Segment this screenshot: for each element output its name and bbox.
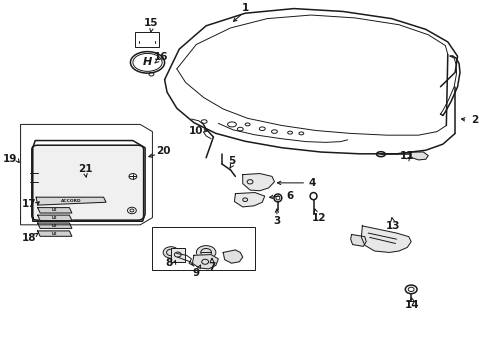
Bar [152, 227, 255, 270]
Ellipse shape [163, 247, 179, 258]
Ellipse shape [376, 152, 385, 157]
Text: 20: 20 [156, 145, 171, 156]
Bar [135, 32, 159, 47]
Text: 10: 10 [189, 126, 204, 135]
Text: 9: 9 [193, 267, 200, 278]
Text: 15: 15 [144, 18, 159, 28]
Polygon shape [243, 174, 274, 191]
Text: 19: 19 [2, 154, 17, 164]
Text: 2: 2 [471, 115, 478, 125]
Bar [171, 248, 185, 262]
Text: LX: LX [52, 216, 57, 220]
Text: 11: 11 [400, 150, 415, 161]
Polygon shape [38, 208, 72, 213]
Text: 1: 1 [242, 3, 249, 13]
Polygon shape [38, 231, 72, 236]
Text: 16: 16 [154, 52, 169, 62]
Polygon shape [193, 255, 219, 269]
Text: LX: LX [52, 231, 57, 235]
Text: LX: LX [52, 208, 57, 212]
Text: 12: 12 [312, 213, 327, 222]
Polygon shape [411, 152, 428, 160]
Text: ACCORD: ACCORD [61, 199, 81, 203]
Text: 5: 5 [228, 156, 235, 166]
Text: 14: 14 [405, 300, 419, 310]
FancyBboxPatch shape [32, 145, 144, 220]
Polygon shape [362, 226, 411, 252]
Polygon shape [223, 250, 243, 263]
Text: 3: 3 [273, 216, 281, 226]
Text: LX: LX [52, 224, 57, 228]
Polygon shape [38, 223, 72, 228]
Text: 4: 4 [309, 178, 316, 188]
Polygon shape [234, 193, 265, 207]
Polygon shape [351, 234, 366, 246]
Text: 6: 6 [287, 191, 294, 201]
Text: H: H [143, 57, 152, 67]
Text: 18: 18 [22, 233, 37, 243]
Ellipse shape [127, 207, 136, 214]
Text: 7: 7 [208, 262, 216, 272]
Text: 17: 17 [22, 199, 37, 210]
Polygon shape [38, 215, 72, 221]
Ellipse shape [129, 174, 137, 179]
Text: 13: 13 [385, 221, 400, 231]
Polygon shape [21, 125, 152, 225]
Text: 21: 21 [78, 164, 93, 174]
Polygon shape [33, 140, 145, 221]
Ellipse shape [196, 246, 216, 259]
Polygon shape [36, 197, 106, 205]
Text: 8: 8 [165, 258, 172, 268]
